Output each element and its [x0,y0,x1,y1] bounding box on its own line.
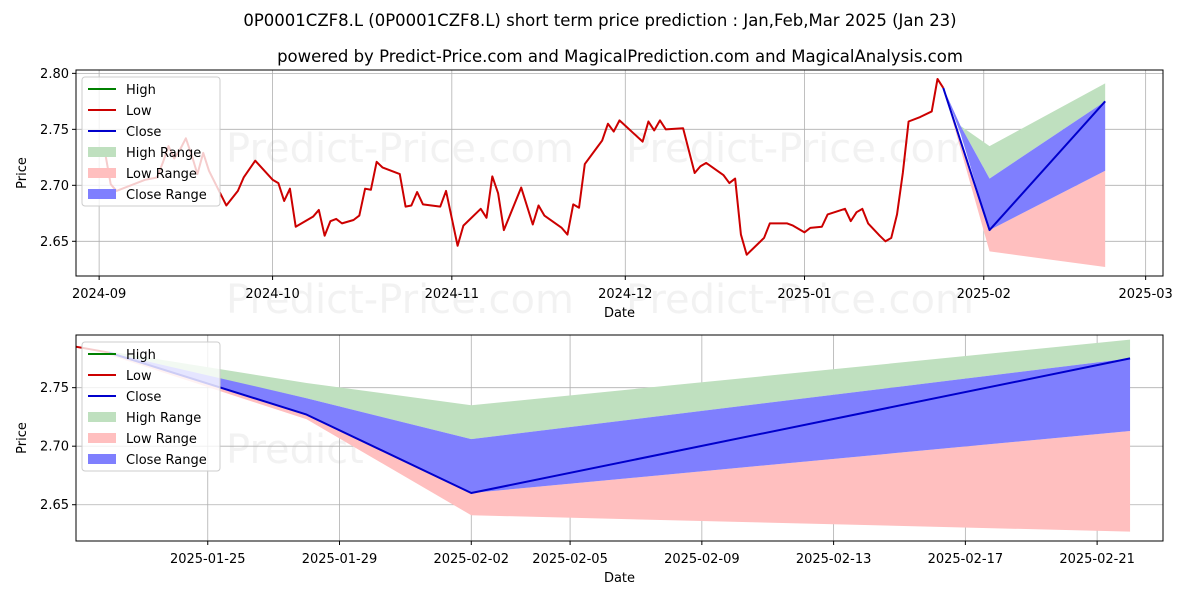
upper-panel: Predict-Price.com Predict-Price.com Predic… [15,67,1173,323]
y-tick-label: 2.75 [40,381,69,396]
close-range-legend-swatch [88,189,116,199]
close-range-area [943,87,1106,231]
high-range-area [943,83,1106,179]
legend-box [81,341,221,472]
x-tick-label: 2025-02-02 [433,552,509,567]
close-range-legend-label: Close Range [126,188,207,203]
y-tick-label: 2.70 [40,179,69,194]
x-tick-label: 2025-01-25 [170,552,246,567]
close-range-legend-label: Close Range [126,453,207,468]
lower-panel: Predict-Price.comPredict-Price.com2025-0… [15,334,1164,586]
low-legend-label: Low [126,104,152,119]
legend: High Low Close High Range Low Range Close Ran… [81,341,221,472]
low-range-legend-label: Low Range [126,432,197,447]
x-tick-label: 2025-02-21 [1059,552,1135,567]
close-range-legend-swatch [88,454,116,464]
legend: High Low Close High Range Low Range Close Ran… [81,76,221,207]
x-tick-label: 2024-11 [425,287,479,302]
low-range-legend-label: Low Range [126,167,197,182]
low-range-area [108,353,1131,532]
axes-frame [75,69,1164,277]
high-range-legend-label: High Range [126,146,201,161]
plot-area [103,77,1106,268]
watermark-text: Predict-Price.com [226,277,574,323]
x-tick-label: 2025-01-29 [302,552,378,567]
y-tick-label: 2.75 [40,123,69,138]
watermark-text: Predict-Price.com [626,277,974,323]
y-tick-label: 2.70 [40,440,69,455]
x-tick-label: 2025-03 [1118,287,1172,302]
x-tick-label: 2025-02-17 [928,552,1004,567]
close-range-area [108,352,1131,494]
low-line [103,77,945,256]
low-range-legend-swatch [88,168,116,178]
watermark-text: Predict-Price.com [626,126,974,172]
high-range-legend-swatch [88,412,116,422]
close-legend-label: Close [126,125,161,140]
y-axis-label: Price [15,157,30,189]
y-tick-label: 2.65 [40,235,69,250]
x-tick-label: 2025-02-05 [532,552,608,567]
low-range-area [943,87,1106,268]
high-range-legend-swatch [88,147,116,157]
y-tick-label: 2.65 [40,498,69,513]
x-axis-label: Date [604,306,635,321]
low-legend-label: Low [126,369,152,384]
high-legend-label: High [126,348,156,363]
x-tick-label: 2025-02-13 [796,552,872,567]
axes-frame [75,334,1164,542]
x-tick-label: 2025-02 [957,287,1011,302]
y-tick-label: 2.80 [40,67,69,82]
legend-box [81,76,221,207]
low-range-legend-swatch [88,433,116,443]
chart-title: 0P0001CZF8.L (0P0001CZF8.L) short term p… [243,11,956,30]
x-tick-label: 2025-01 [777,287,831,302]
x-tick-label: 2025-02-09 [664,552,740,567]
x-tick-label: 2024-10 [245,287,299,302]
close-line [942,87,1106,232]
chart-subtitle: powered by Predict-Price.com and Magical… [277,47,963,66]
high-range-legend-label: High Range [126,411,201,426]
close-legend-label: Close [126,390,161,405]
high-range-area [108,339,1131,440]
high-legend-label: High [126,83,156,98]
x-tick-label: 2024-12 [598,287,652,302]
watermark-text: Predict-Price.com [226,126,574,172]
x-axis-label: Date [604,571,635,586]
x-tick-label: 2024-09 [72,287,126,302]
y-axis-label: Price [15,422,30,454]
